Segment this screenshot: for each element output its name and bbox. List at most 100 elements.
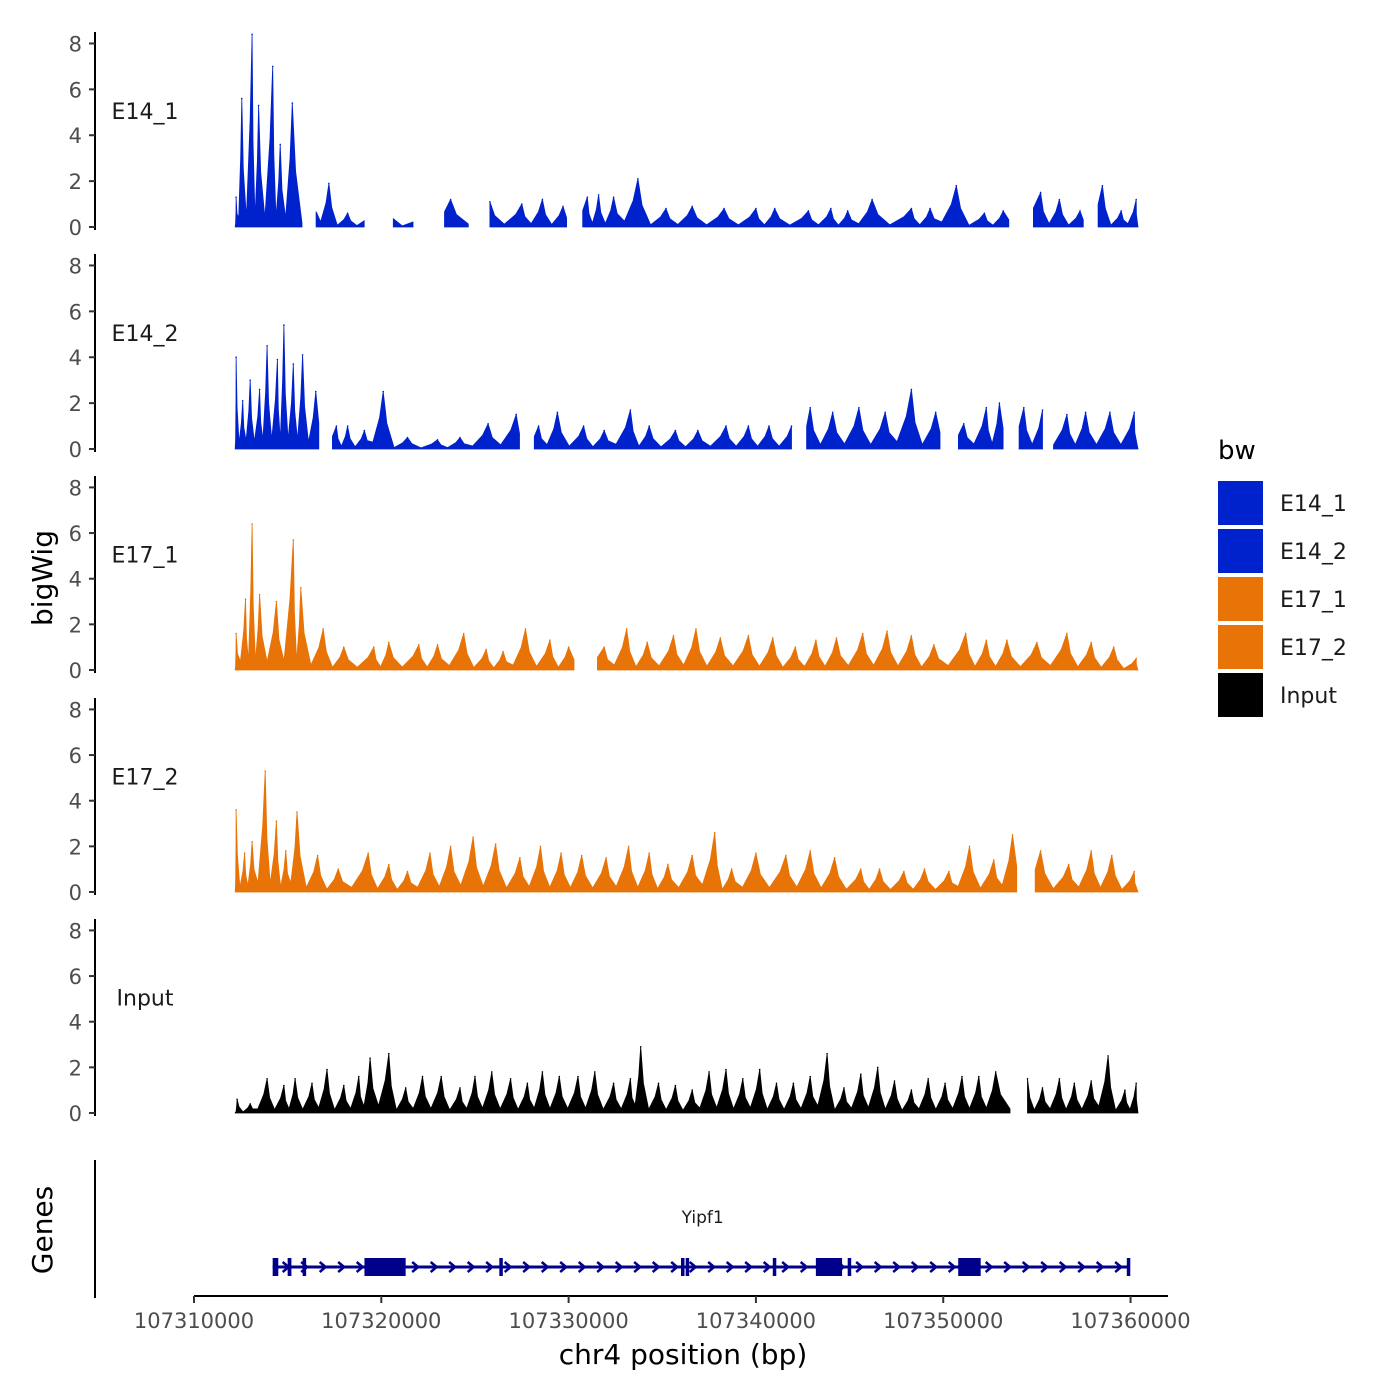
signal-peak: [1090, 1080, 1092, 1082]
track-e17-2: 0 2 4 6 8 E17_2: [69, 698, 1139, 905]
legend-key-input: [1218, 673, 1263, 717]
strand-arrow: [614, 1261, 624, 1273]
signal-peak: [860, 868, 862, 870]
track-label: Input: [117, 987, 174, 1012]
strand-arrow: [1077, 1261, 1087, 1273]
signal-peak: [893, 1080, 896, 1082]
signal-peak: [629, 409, 632, 411]
strand-arrow: [577, 1261, 587, 1273]
signal-peak: [755, 207, 757, 210]
strand-arrow: [1021, 1261, 1031, 1273]
signal-peak: [279, 143, 282, 146]
signal-peak: [251, 33, 253, 36]
signal-peak: [725, 425, 727, 427]
signal-peak: [903, 870, 905, 873]
signal-peak: [509, 1078, 512, 1080]
signal-peak: [311, 1082, 313, 1085]
track-e17-1: 0 2 4 6 8 E17_1: [69, 476, 1139, 683]
signal-peak: [1066, 632, 1068, 635]
signal-peak: [235, 196, 237, 198]
signal-peak: [674, 429, 677, 432]
signal-peak: [691, 1089, 693, 1091]
strand-arrow: [947, 1261, 957, 1273]
signal-peak: [807, 210, 810, 212]
signal-peak: [541, 198, 544, 201]
signal-peak: [241, 97, 243, 100]
signal-peak: [406, 870, 409, 873]
signal-peak: [691, 854, 693, 857]
signal-peak: [998, 402, 1001, 404]
signal-peak: [558, 1075, 561, 1078]
strand-arrow: [466, 1261, 476, 1273]
signal-peak: [944, 1082, 946, 1085]
exon: [847, 1258, 852, 1276]
signal-peak: [283, 324, 285, 326]
strand-arrow: [485, 1261, 495, 1273]
signal-peak: [742, 1078, 744, 1080]
y-tick-label: 0: [69, 216, 82, 240]
signal-peak: [586, 196, 589, 198]
signal-area-e17-2: [1034, 850, 1139, 893]
signal-peak: [264, 770, 267, 772]
signal-peak: [794, 646, 797, 648]
signal-peak: [418, 644, 420, 646]
signal-area-e14-1: [489, 197, 567, 228]
signal-area-e17-1: [597, 628, 1139, 671]
signal-peak: [580, 854, 583, 857]
signal-peak: [884, 411, 886, 414]
strand-arrow: [892, 1261, 902, 1273]
exon: [272, 1258, 279, 1276]
signal-peak: [1041, 409, 1044, 411]
signal-area-e14-2: [234, 325, 320, 450]
signal-peak: [843, 1087, 845, 1089]
signal-peak: [719, 637, 722, 639]
signal-peak: [871, 198, 873, 201]
signal-peak: [1090, 641, 1092, 644]
x-tick-label: 107340000: [696, 1309, 816, 1333]
signal-peak: [826, 1052, 828, 1055]
signal-peak: [1036, 641, 1038, 644]
signal-peak: [948, 870, 950, 873]
signal-peak: [603, 429, 605, 432]
legend-label-input: Input: [1280, 684, 1337, 709]
signal-area-e14-1: [1033, 191, 1084, 228]
signal-peak: [275, 820, 278, 822]
signal-peak: [539, 845, 542, 848]
strand-arrow: [633, 1261, 643, 1273]
strand-arrow: [448, 1261, 458, 1273]
y-tick-label: 2: [69, 392, 82, 416]
signal-peak: [388, 1052, 390, 1055]
signal-peak: [560, 852, 562, 854]
exon: [815, 1258, 843, 1276]
exon: [499, 1258, 503, 1276]
signal-peak: [985, 406, 988, 409]
signal-peak: [524, 628, 527, 630]
signal-peak: [723, 207, 725, 210]
signal-peak: [235, 632, 237, 635]
y-tick-label: 4: [69, 568, 82, 592]
y-tick-label: 6: [69, 965, 82, 989]
signal-peak: [648, 425, 650, 427]
signal-peak: [637, 178, 639, 180]
strand-arrow: [1003, 1261, 1013, 1273]
signal-peak: [1133, 870, 1136, 873]
signal-peak: [929, 207, 931, 210]
strand-arrow: [411, 1261, 421, 1273]
x-tick-label: 107330000: [508, 1309, 628, 1333]
signal-peak: [541, 1071, 544, 1073]
strand-arrow: [910, 1261, 920, 1273]
signal-peak: [436, 644, 439, 646]
signal-peak: [1039, 850, 1042, 852]
strand-arrow: [688, 1261, 698, 1273]
strand-arrow: [651, 1261, 661, 1273]
strand-arrow: [873, 1261, 883, 1273]
strand-arrow: [855, 1261, 865, 1273]
signal-peak: [665, 207, 667, 210]
strand-arrow: [929, 1261, 939, 1273]
signal-peak: [1039, 191, 1042, 194]
y-tick-label: 8: [69, 254, 82, 278]
y-axis-title: bigWig: [26, 530, 59, 626]
signal-peak: [809, 406, 811, 409]
signal-peak: [792, 1082, 795, 1085]
signal-peak: [285, 850, 287, 852]
